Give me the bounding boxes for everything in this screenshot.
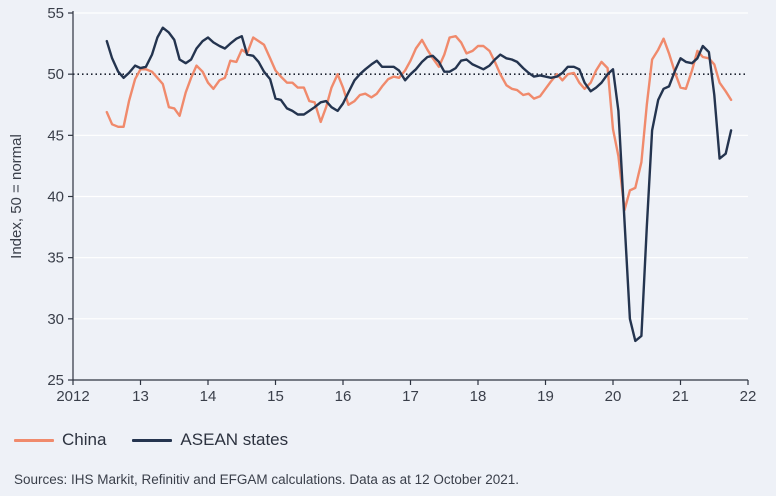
y-tick-label-25: 25 bbox=[47, 372, 64, 389]
series-line-asean bbox=[105, 26, 733, 343]
x-tick-label-13: 13 bbox=[132, 388, 149, 405]
x-tick-label-15: 15 bbox=[267, 388, 284, 405]
x-tick-label-22: 22 bbox=[740, 388, 757, 405]
gridlines bbox=[73, 12, 748, 381]
y-tick-label-35: 35 bbox=[47, 250, 64, 267]
legend: China ASEAN states bbox=[14, 430, 314, 450]
x-tick-label-16: 16 bbox=[335, 388, 352, 405]
y-tick-label-55: 55 bbox=[47, 5, 64, 22]
legend-label-china: China bbox=[62, 430, 107, 449]
x-tick-label-21: 21 bbox=[672, 388, 689, 405]
x-tick-label-19: 19 bbox=[537, 388, 554, 405]
x-tick-label-18: 18 bbox=[470, 388, 487, 405]
legend-item-asean: ASEAN states bbox=[132, 430, 288, 450]
x-tick-label-2012: 2012 bbox=[56, 388, 89, 405]
y-tick-labels: 25 30 35 40 45 50 55 bbox=[47, 5, 73, 389]
y-tick-label-30: 30 bbox=[47, 311, 64, 328]
x-tick-label-14: 14 bbox=[200, 388, 217, 405]
x-tick-labels: 2012 13 14 15 16 17 18 19 20 21 22 bbox=[56, 380, 756, 405]
y-tick-label-50: 50 bbox=[47, 66, 64, 83]
legend-swatch-china bbox=[14, 438, 54, 442]
series-layer bbox=[105, 26, 733, 343]
axes bbox=[72, 11, 748, 381]
x-tick-label-17: 17 bbox=[402, 388, 419, 405]
x-tick-label-20: 20 bbox=[605, 388, 622, 405]
legend-swatch-asean bbox=[132, 438, 173, 442]
legend-label-asean: ASEAN states bbox=[180, 430, 289, 449]
series-line-china bbox=[105, 35, 733, 212]
source-note: Sources: IHS Markit, Refinitiv and EFGAM… bbox=[14, 472, 519, 487]
y-axis-label: Index, 50 = normal bbox=[8, 134, 25, 259]
legend-item-china: China bbox=[14, 430, 106, 450]
y-tick-label-45: 45 bbox=[47, 127, 64, 144]
y-tick-label-40: 40 bbox=[47, 189, 64, 206]
